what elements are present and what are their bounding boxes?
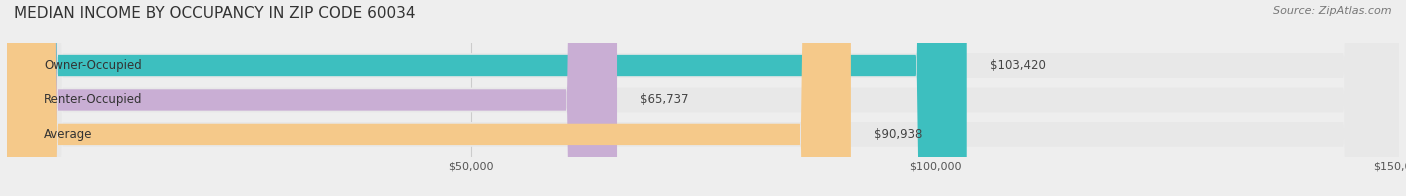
FancyBboxPatch shape [7,0,1399,196]
Text: $90,938: $90,938 [875,128,922,141]
Text: MEDIAN INCOME BY OCCUPANCY IN ZIP CODE 60034: MEDIAN INCOME BY OCCUPANCY IN ZIP CODE 6… [14,6,416,21]
Text: Average: Average [44,128,93,141]
FancyBboxPatch shape [7,0,967,196]
FancyBboxPatch shape [7,0,617,196]
FancyBboxPatch shape [7,0,1399,196]
FancyBboxPatch shape [7,0,1399,196]
Text: Renter-Occupied: Renter-Occupied [44,93,142,106]
Text: $65,737: $65,737 [640,93,689,106]
Text: Source: ZipAtlas.com: Source: ZipAtlas.com [1274,6,1392,16]
FancyBboxPatch shape [7,0,851,196]
Text: Owner-Occupied: Owner-Occupied [44,59,142,72]
Text: $103,420: $103,420 [990,59,1046,72]
